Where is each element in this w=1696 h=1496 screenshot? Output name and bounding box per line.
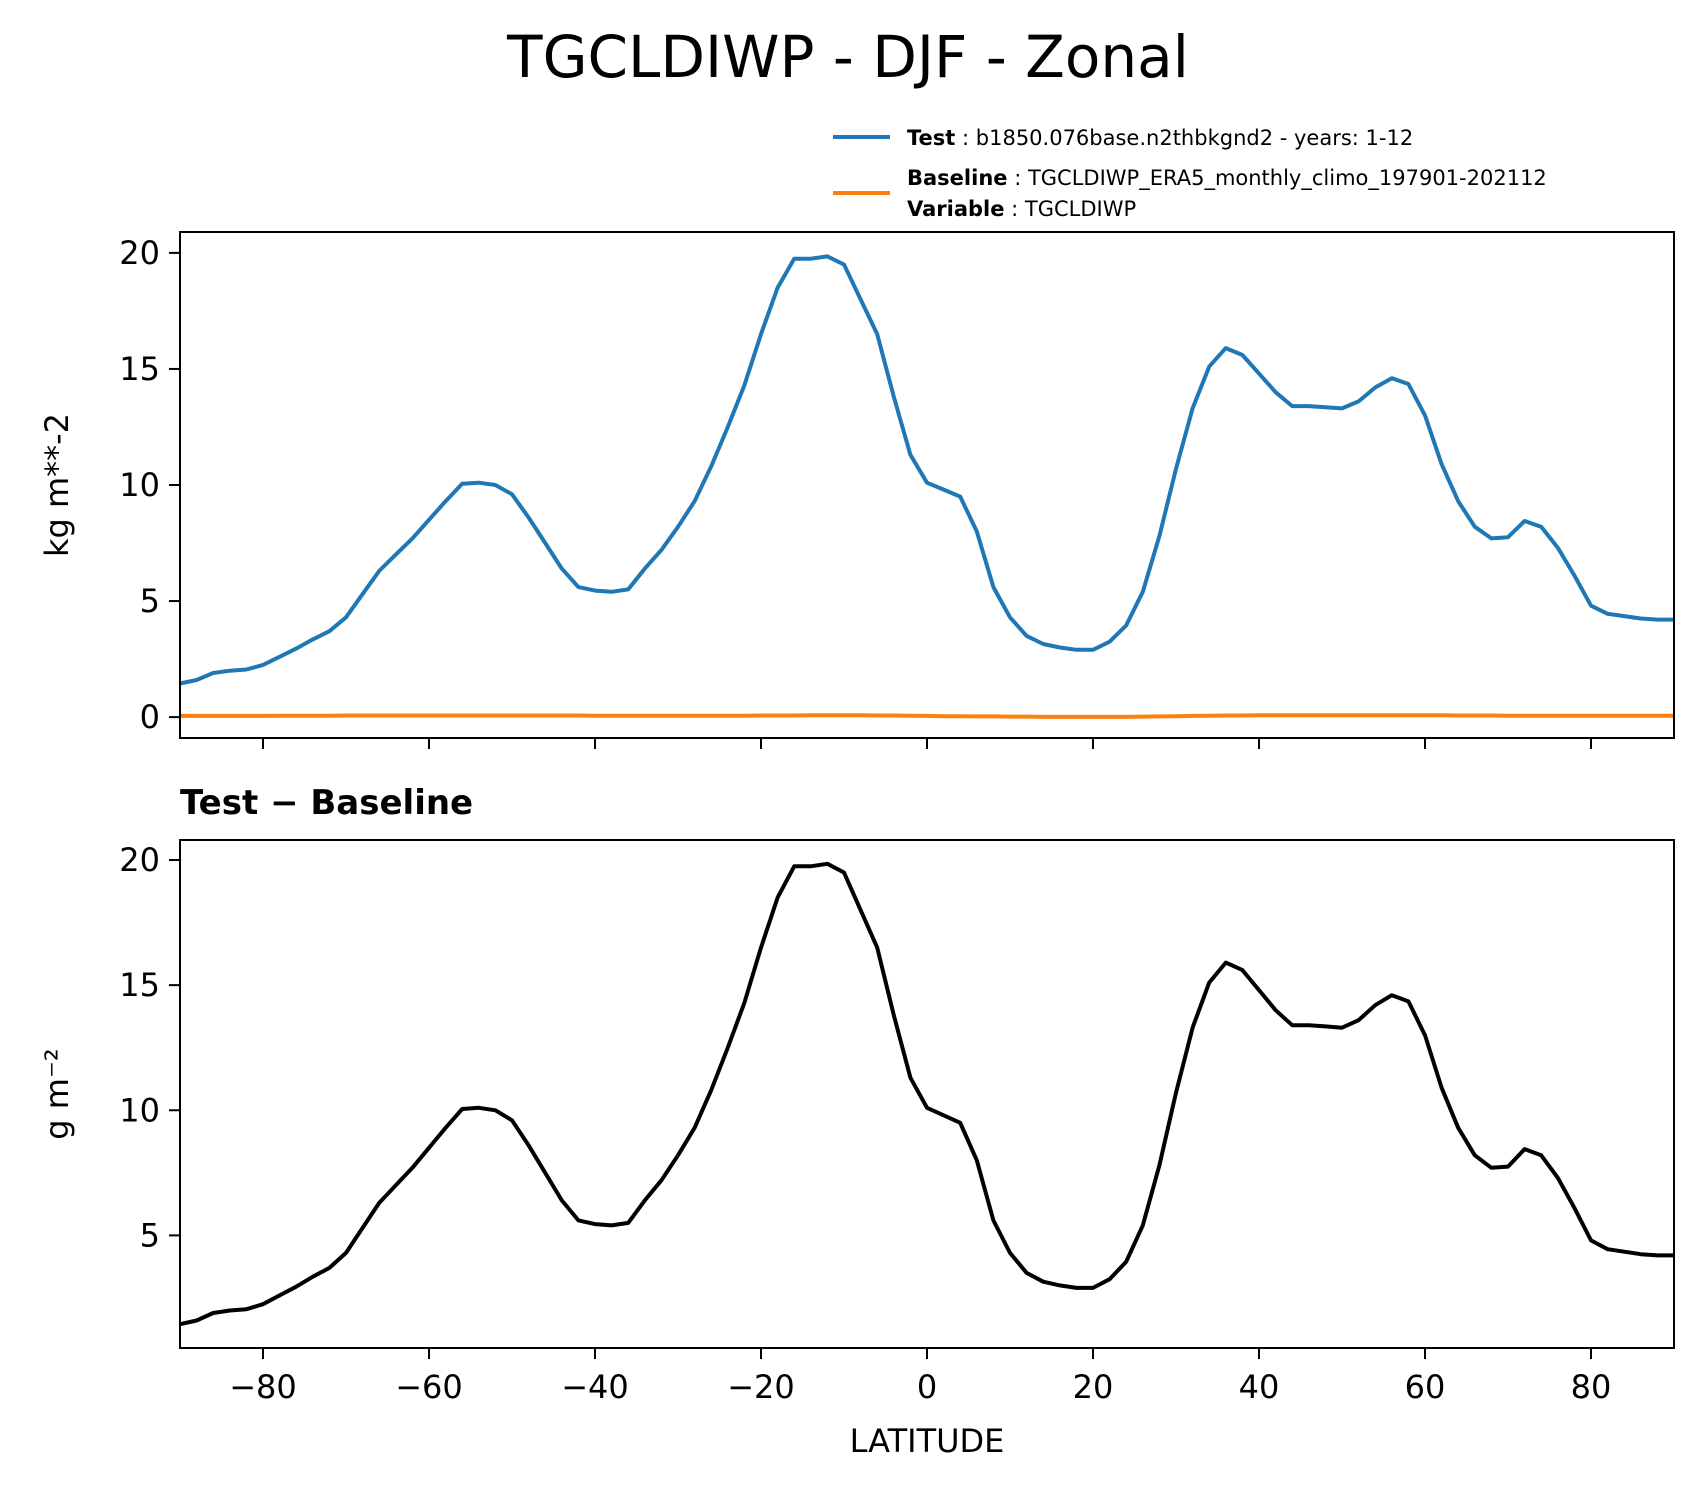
figure-title: TGCLDIWP - DJF - Zonal [506,23,1189,91]
bottom-panel: Test − Baseline 5 10 15 20 −80 −60 −40 −20 0 20 4… [38,783,1675,1460]
bottom-y-axis-label: g m⁻² [38,1048,76,1139]
top-y-tick-label: 15 [119,350,160,388]
bottom-x-ticks: −80 −60 −40 −20 0 20 40 60 80 [229,1348,1611,1406]
bottom-series-group [179,861,1674,1327]
bottom-y-tick-label: 5 [140,1216,160,1254]
legend-baseline-key: Baseline [907,166,1008,190]
bottom-x-axis-label: LATITUDE [850,1422,1005,1460]
bottom-y-tick-label: 20 [119,841,160,879]
bottom-x-tick-label: 40 [1239,1368,1280,1406]
bottom-y-tick-label: 15 [119,966,160,1004]
top-y-tick-label: 10 [119,466,160,504]
legend-test-value: b1850.076base.n2thbkgnd2 - years: 1-12 [976,126,1413,150]
top-y-ticks: 0 5 10 15 20 [119,234,180,736]
bottom-x-tick-label: −80 [229,1368,297,1406]
legend-variable-key: Variable [907,197,1004,221]
svg-text:Variable : TGCLDIWP: Variable : TGCLDIWP [907,197,1136,221]
legend: Test : b1850.076base.n2thbkgnd2 - years:… [833,126,1547,221]
bottom-x-tick-label: 80 [1571,1368,1612,1406]
top-series-line-baseline [180,713,1674,719]
top-series-group [179,254,1674,719]
bottom-x-tick-label: 60 [1405,1368,1446,1406]
bottom-x-tick-label: −60 [395,1368,463,1406]
top-y-tick-label: 5 [140,582,160,620]
top-y-tick-label: 20 [119,234,160,272]
bottom-axes-frame [179,839,1675,1349]
top-y-axis-label: kg m**-2 [38,413,76,557]
svg-text:Baseline : TGCLDIWP_ERA5_month: Baseline : TGCLDIWP_ERA5_monthly_climo_1… [907,166,1547,191]
bottom-panel-title: Test − Baseline [180,783,473,823]
bottom-y-ticks: 5 10 15 20 [119,841,180,1254]
bottom-y-tick-label: 10 [119,1091,160,1129]
top-panel: 0 5 10 15 20 kg m**-2 [38,231,1675,749]
legend-variable-value: TGCLDIWP [1024,197,1136,221]
top-y-tick-label: 0 [140,698,160,736]
bottom-series-line-difference [179,861,1674,1327]
bottom-x-tick-label: −40 [561,1368,629,1406]
legend-test-key: Test [907,126,955,150]
top-x-ticks [262,738,1592,749]
bottom-x-tick-label: −20 [727,1368,795,1406]
top-axes-frame [179,231,1675,739]
svg-text:Test : b1850.076base.n2thbkgnd: Test : b1850.076base.n2thbkgnd2 - years:… [907,126,1413,150]
top-series-line-test [179,254,1674,686]
bottom-x-tick-label: 20 [1073,1368,1114,1406]
bottom-x-tick-label: 0 [917,1368,937,1406]
legend-baseline-value: TGCLDIWP_ERA5_monthly_climo_197901-20211… [1027,166,1547,191]
